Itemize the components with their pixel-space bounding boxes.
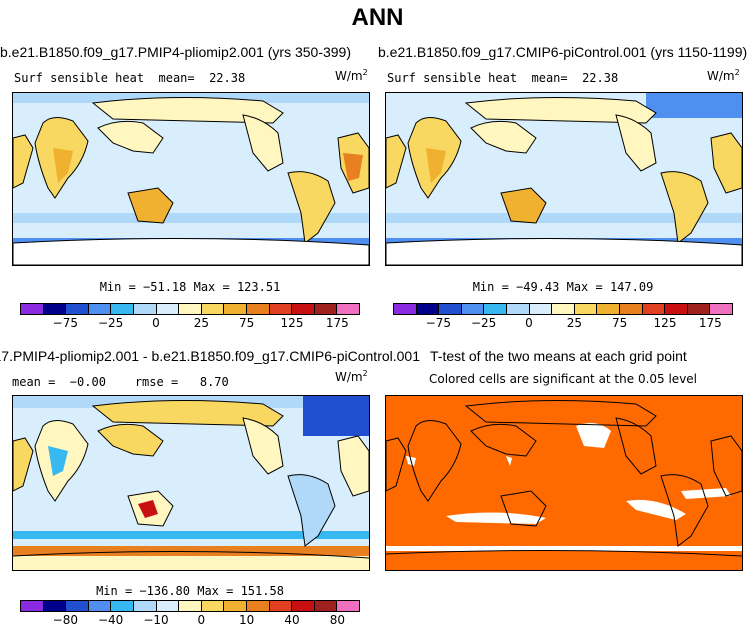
panel-2-subtitle: Surf sensible heat mean= 22.38 — [387, 71, 619, 85]
panel-1-map — [12, 92, 370, 266]
colorbar-swatch — [687, 304, 711, 314]
colorbar-swatch — [179, 304, 202, 314]
panel-3-title: b.e21.B1850.f09_g17.PMIP4-pliomip2.001 -… — [0, 348, 420, 364]
colorbar-tick-label: 80 — [329, 613, 345, 627]
colorbar-swatch — [552, 304, 575, 314]
colorbar-swatch — [21, 304, 44, 314]
colorbar-swatch — [224, 601, 247, 611]
panel-2-minmax: Min = −49.43 Max = 147.09 — [472, 280, 654, 294]
colorbar-swatch — [246, 304, 270, 314]
colorbar-swatch — [133, 304, 157, 314]
panel-2-colorbar — [393, 303, 733, 315]
colorbar-tick-label: −10 — [143, 613, 169, 627]
panel-4-title: T-test of the two means at each grid poi… — [430, 348, 687, 364]
panel-2-colorbar-ticks: −75 −25 0 25 75 125 175 — [393, 316, 733, 332]
colorbar-swatch — [416, 304, 440, 314]
colorbar-swatch — [88, 601, 112, 611]
colorbar-swatch — [597, 304, 620, 314]
panel-3-colorbar — [20, 600, 360, 612]
colorbar-swatch — [66, 601, 89, 611]
colorbar-tick-label: 125 — [653, 316, 677, 330]
colorbar-swatch — [246, 601, 270, 611]
colorbar-swatch — [133, 601, 157, 611]
panel-1-colorbar-ticks: −75 −25 0 25 75 125 175 — [20, 316, 360, 332]
colorbar-tick-label: −80 — [52, 613, 78, 627]
colorbar-swatch — [314, 601, 338, 611]
panel-3-colorbar-ticks: −80 −40 −10 0 10 40 80 — [20, 613, 360, 629]
colorbar-swatch — [43, 304, 67, 314]
panel-2-map — [385, 92, 743, 266]
colorbar-swatch — [574, 304, 598, 314]
panel-4-map — [385, 395, 743, 571]
panel-2-units: W/m2 — [707, 68, 740, 83]
colorbar-swatch — [88, 304, 112, 314]
colorbar-tick-label: 25 — [566, 316, 582, 330]
colorbar-tick-label: 75 — [612, 316, 628, 330]
colorbar-swatch — [269, 304, 293, 314]
colorbar-swatch — [269, 601, 293, 611]
colorbar-swatch — [461, 304, 485, 314]
colorbar-swatch — [314, 304, 338, 314]
panel-1-subtitle: Surf sensible heat mean= 22.38 — [14, 71, 246, 85]
colorbar-swatch — [529, 304, 553, 314]
panel-2-title: b.e21.B1850.f09_g17.CMIP6-piControl.001 … — [378, 44, 748, 60]
colorbar-swatch — [619, 304, 643, 314]
colorbar-swatch — [201, 601, 225, 611]
colorbar-swatch — [156, 601, 180, 611]
colorbar-tick-label: −75 — [425, 316, 451, 330]
colorbar-tick-label: −40 — [97, 613, 124, 627]
colorbar-tick-label: 175 — [325, 316, 349, 330]
main-title: ANN — [351, 4, 404, 31]
panel-1-title: b.e21.B1850.f09_g17.PMIP4-pliomip2.001 (… — [0, 44, 351, 60]
panel-1-colorbar — [20, 303, 360, 315]
panel-3-map — [12, 395, 370, 571]
colorbar-swatch — [710, 304, 732, 314]
colorbar-tick-label: 25 — [193, 316, 209, 330]
colorbar-tick-label: 175 — [698, 316, 722, 330]
colorbar-swatch — [111, 304, 134, 314]
colorbar-swatch — [43, 601, 67, 611]
colorbar-swatch — [337, 601, 359, 611]
colorbar-swatch — [506, 304, 530, 314]
colorbar-swatch — [156, 304, 180, 314]
colorbar-tick-label: 0 — [152, 316, 160, 330]
colorbar-swatch — [111, 601, 134, 611]
colorbar-tick-label: 40 — [284, 613, 300, 627]
colorbar-tick-label: 125 — [280, 316, 304, 330]
colorbar-tick-label: 75 — [239, 316, 255, 330]
colorbar-swatch — [224, 304, 247, 314]
panel-3-minmax: Min = −136.80 Max = 151.58 — [96, 584, 284, 598]
panel-4-subtitle: Colored cells are significant at the 0.0… — [428, 372, 698, 386]
colorbar-tick-label: −25 — [97, 316, 124, 330]
colorbar-swatch — [394, 304, 417, 314]
colorbar-swatch — [292, 601, 315, 611]
colorbar-tick-label: 0 — [197, 613, 206, 627]
colorbar-swatch — [484, 304, 507, 314]
panel-3-subtitle: mean = −0.00 rmse = 8.70 — [12, 375, 229, 389]
colorbar-swatch — [201, 304, 225, 314]
colorbar-swatch — [642, 304, 666, 314]
panel-1-units: W/m2 — [335, 68, 368, 83]
colorbar-swatch — [439, 304, 462, 314]
colorbar-swatch — [337, 304, 359, 314]
colorbar-swatch — [292, 304, 315, 314]
colorbar-swatch — [179, 601, 202, 611]
colorbar-swatch — [665, 304, 688, 314]
panel-3-units: W/m2 — [335, 369, 368, 384]
colorbar-tick-label: 0 — [525, 316, 533, 330]
colorbar-swatch — [66, 304, 89, 314]
colorbar-tick-label: 10 — [239, 613, 255, 627]
colorbar-swatch — [21, 601, 44, 611]
panel-1-minmax: Min = −51.18 Max = 123.51 — [99, 280, 281, 294]
colorbar-tick-label: −25 — [470, 316, 497, 330]
colorbar-tick-label: −75 — [52, 316, 78, 330]
